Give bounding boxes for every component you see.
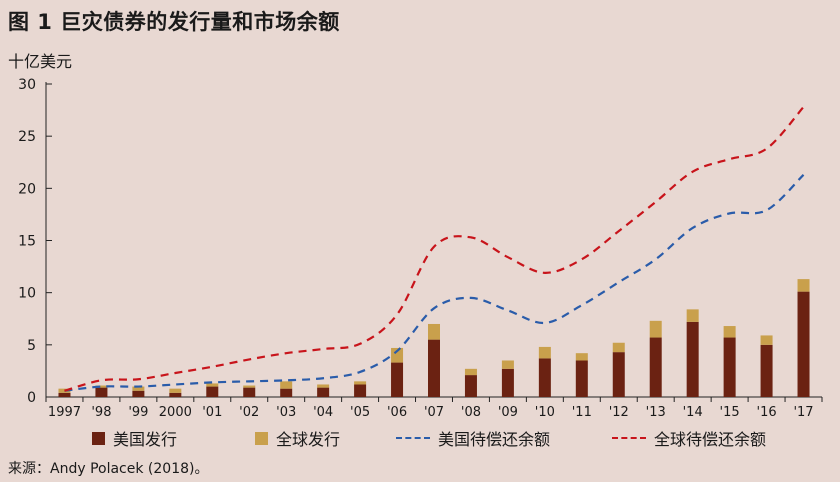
legend-line-us-outstanding bbox=[396, 437, 430, 439]
bar-us-issuance bbox=[612, 352, 625, 397]
x-tick-label: 2000 bbox=[159, 405, 192, 420]
x-tick-label: '98 bbox=[91, 405, 111, 420]
x-tick-label: '05 bbox=[350, 405, 370, 420]
bar-us-issuance bbox=[58, 392, 71, 397]
bar-global-issuance bbox=[575, 353, 588, 361]
x-tick-label: '10 bbox=[535, 405, 555, 420]
bar-us-issuance bbox=[391, 362, 404, 397]
x-tick-label: 1997 bbox=[48, 405, 81, 420]
bar-us-issuance bbox=[538, 358, 551, 397]
x-tick-label: '16 bbox=[757, 405, 777, 420]
legend-swatch-global-issuance bbox=[255, 431, 268, 445]
x-tick-label: '07 bbox=[424, 405, 444, 420]
chart-legend: 美国发行 全球发行 美国待偿还余额 全球待偿还余额 bbox=[0, 426, 840, 450]
legend-item-global-issuance: 全球发行 bbox=[255, 426, 340, 450]
chart-axes: 0 5 10 15 20 25 30 1997 '98 '99 2000 '01 '02 '03 '04 '0… bbox=[18, 77, 823, 420]
bar-global-issuance bbox=[243, 385, 256, 388]
bar-us-issuance bbox=[723, 337, 736, 397]
bar-us-issuance bbox=[464, 375, 477, 397]
bar-us-issuance bbox=[95, 387, 108, 397]
line-series-group bbox=[64, 106, 805, 392]
bar-us-issuance bbox=[760, 344, 773, 397]
bar-us-issuance bbox=[132, 390, 145, 397]
bar-global-issuance bbox=[538, 346, 551, 359]
y-tick-label: 10 bbox=[18, 286, 36, 302]
x-tick-label: '13 bbox=[646, 405, 666, 420]
x-tick-label: '12 bbox=[609, 405, 629, 420]
x-tick-label: '99 bbox=[128, 405, 148, 420]
bar-global-issuance bbox=[723, 326, 736, 338]
legend-item-us-issuance: 美国发行 bbox=[92, 426, 177, 450]
bar-us-issuance bbox=[317, 387, 330, 397]
bar-us-issuance bbox=[797, 291, 810, 397]
bar-global-issuance bbox=[760, 335, 773, 345]
x-tick-label: '06 bbox=[387, 405, 407, 420]
x-tick-label: '08 bbox=[461, 405, 481, 420]
bar-global-issuance bbox=[649, 320, 662, 338]
y-tick-label: 5 bbox=[27, 338, 36, 354]
bar-global-issuance bbox=[206, 383, 219, 387]
catastrophe-bond-chart: 0 5 10 15 20 25 30 1997 '98 '99 2000 '01 '02 '03 '04 '0… bbox=[18, 77, 823, 420]
bar-global-issuance bbox=[280, 381, 293, 389]
legend-line-global-outstanding bbox=[612, 437, 646, 439]
y-tick-label: 20 bbox=[18, 181, 36, 197]
line-global-outstanding bbox=[64, 106, 805, 392]
x-tick-label: '02 bbox=[239, 405, 259, 420]
line-us-outstanding bbox=[64, 173, 805, 392]
bar-global-issuance bbox=[132, 386, 145, 391]
bar-series-group bbox=[58, 279, 810, 397]
x-tick-label: '04 bbox=[313, 405, 333, 420]
bar-global-issuance bbox=[317, 384, 330, 388]
legend-item-us-outstanding: 美国待偿还余额 bbox=[396, 426, 550, 450]
bar-global-issuance bbox=[612, 342, 625, 353]
y-tick-label: 30 bbox=[18, 77, 36, 93]
bar-global-issuance bbox=[501, 360, 514, 369]
legend-label-us-issuance: 美国发行 bbox=[113, 430, 178, 449]
legend-item-global-outstanding: 全球待偿还余额 bbox=[612, 426, 766, 450]
bar-us-issuance bbox=[575, 360, 588, 397]
bar-us-issuance bbox=[280, 388, 293, 397]
bar-us-issuance bbox=[501, 368, 514, 397]
bar-us-issuance bbox=[354, 384, 367, 397]
bar-global-issuance bbox=[686, 309, 699, 322]
bar-us-issuance bbox=[428, 339, 440, 397]
bar-us-issuance bbox=[243, 387, 256, 397]
y-tick-label: 25 bbox=[18, 129, 36, 145]
y-axis-unit-label: 十亿美元 bbox=[8, 52, 73, 71]
bar-global-issuance bbox=[428, 323, 440, 340]
bar-us-issuance bbox=[169, 392, 182, 397]
bar-global-issuance bbox=[95, 385, 108, 388]
bar-global-issuance bbox=[354, 381, 367, 385]
legend-label-global-outstanding: 全球待偿还余额 bbox=[654, 430, 767, 449]
x-tick-label: '17 bbox=[793, 405, 813, 420]
chart-title: 图 1 巨灾债券的发行量和市场余额 bbox=[8, 10, 340, 34]
bar-us-issuance bbox=[206, 386, 219, 397]
x-tick-label: '15 bbox=[720, 405, 740, 420]
bar-us-issuance bbox=[686, 321, 699, 397]
x-tick-label: '09 bbox=[498, 405, 518, 420]
legend-label-us-outstanding: 美国待偿还余额 bbox=[438, 430, 551, 449]
source-note: 来源：Andy Polacek (2018)。 bbox=[8, 461, 209, 477]
x-tick-label: '14 bbox=[683, 405, 703, 420]
bar-global-issuance bbox=[797, 279, 810, 292]
y-tick-label: 15 bbox=[18, 234, 36, 250]
legend-swatch-us-issuance bbox=[92, 431, 105, 445]
bar-global-issuance bbox=[464, 368, 477, 376]
x-tick-label: '01 bbox=[202, 405, 222, 420]
bar-us-issuance bbox=[649, 337, 662, 397]
x-tick-label: '11 bbox=[572, 405, 592, 420]
legend-label-global-issuance: 全球发行 bbox=[276, 430, 341, 449]
y-tick-label: 0 bbox=[27, 390, 36, 406]
bar-global-issuance bbox=[391, 347, 404, 363]
bar-global-issuance bbox=[169, 388, 182, 393]
x-tick-label: '03 bbox=[276, 405, 296, 420]
